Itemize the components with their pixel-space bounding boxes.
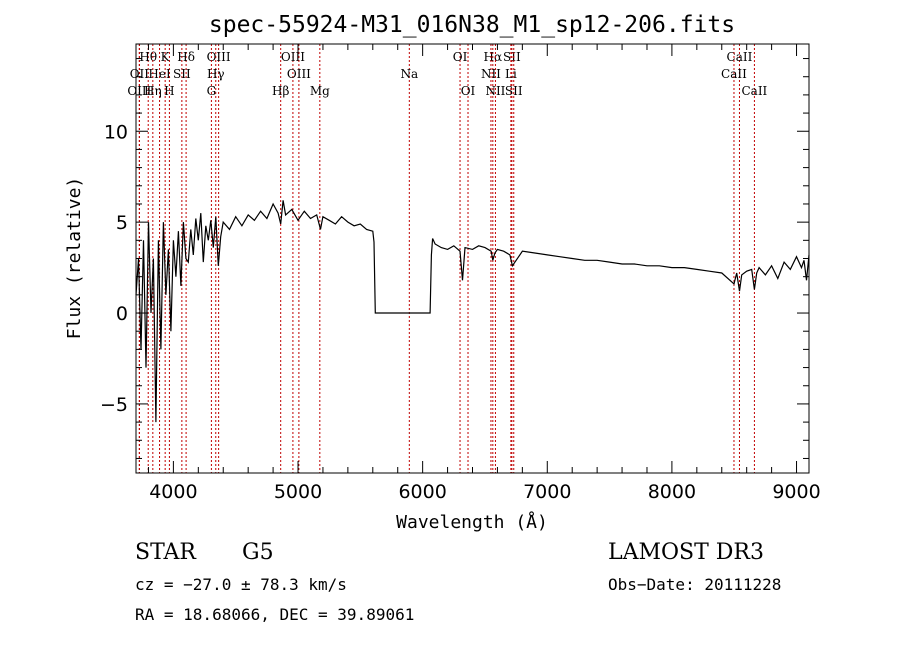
line-label: OIII: [281, 50, 305, 64]
line-label: SII: [503, 50, 521, 64]
line-label: SII: [505, 84, 523, 98]
line-label: SII: [173, 67, 191, 81]
object-class: STAR: [135, 540, 196, 565]
line-label: Hη: [144, 84, 162, 98]
line-label: OI: [453, 50, 468, 64]
observation-date: Obs−Date: 20111228: [608, 575, 782, 594]
line-label: Hθ: [139, 50, 157, 64]
redshift-cz: cz = −27.0 ± 78.3 km/s: [135, 575, 347, 594]
x-tick-label: 7000: [523, 481, 571, 503]
x-tick-label: 5000: [274, 481, 322, 503]
line-label: Hα: [484, 50, 503, 64]
axes: 4000 5000 6000 7000 8000 9000 −5 0 5 10: [100, 44, 821, 503]
flux-series: [135, 200, 810, 423]
line-label: H: [164, 84, 174, 98]
y-tick-label: 10: [104, 121, 128, 143]
line-label: NII: [485, 84, 505, 98]
coordinates-radec: RA = 18.68066, DEC = 39.89061: [135, 605, 415, 624]
x-tick-label: 8000: [648, 481, 696, 503]
line-label: Hβ: [272, 84, 289, 98]
x-axis-label: Wavelength (Å): [396, 511, 548, 533]
x-tick-label: 9000: [772, 481, 820, 503]
line-label: G: [207, 84, 217, 98]
line-label: Li: [505, 67, 517, 81]
x-tick-label: 6000: [398, 481, 446, 503]
line-label: HeI: [148, 67, 171, 81]
y-tick-label: 0: [116, 303, 128, 325]
line-label: OIII: [207, 50, 231, 64]
line-label: NII: [481, 67, 501, 81]
line-label: Na: [400, 67, 418, 81]
line-label: OIII: [127, 84, 151, 98]
line-label: Mg: [310, 84, 330, 98]
line-label: OI: [461, 84, 476, 98]
line-label: OIII: [287, 67, 311, 81]
chart-title: spec-55924-M31_016N38_M1_sp12-206.fits: [209, 12, 735, 38]
plot-frame: [135, 43, 810, 474]
y-tick-label: 5: [116, 212, 128, 234]
x-tick-label: 4000: [149, 481, 197, 503]
line-label: CaII: [721, 67, 747, 81]
flux-line: [135, 200, 810, 423]
object-subclass: G5: [242, 540, 274, 565]
y-axis-label: Flux (relative): [64, 177, 85, 340]
line-label: K: [161, 50, 171, 64]
survey-name: LAMOST DR3: [608, 540, 764, 565]
line-label: CaII: [741, 84, 767, 98]
y-tick-label: −5: [100, 394, 128, 416]
line-label: CaII: [727, 50, 753, 64]
line-label: Hδ: [177, 50, 195, 64]
line-label: Hγ: [207, 67, 225, 81]
